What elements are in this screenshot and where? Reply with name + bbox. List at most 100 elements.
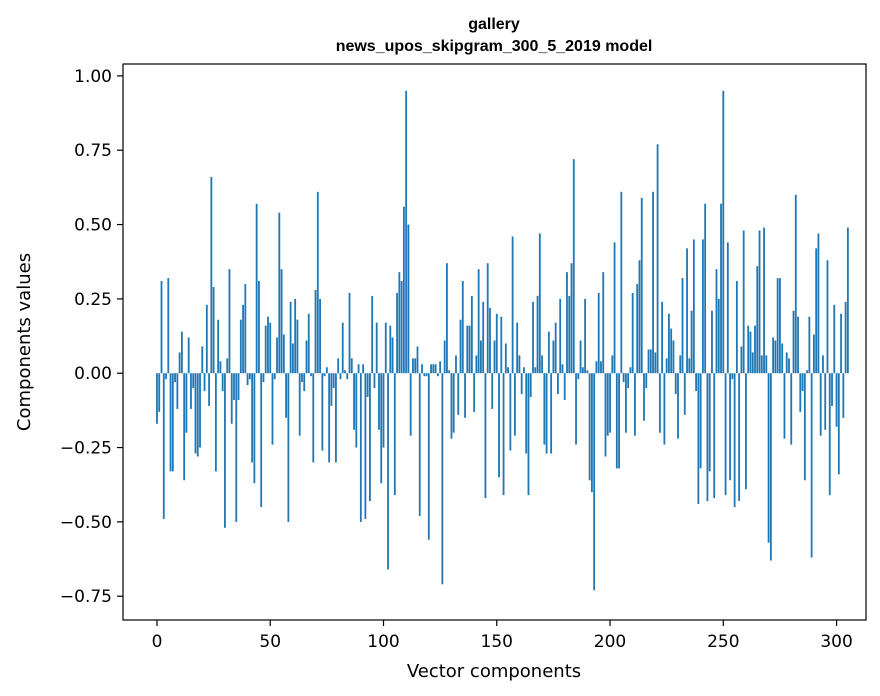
bar — [545, 373, 548, 454]
bar — [432, 364, 435, 374]
bar — [615, 373, 618, 469]
bar — [754, 325, 756, 374]
bar — [520, 373, 523, 395]
bar — [171, 373, 174, 472]
bar — [452, 373, 455, 433]
bar — [439, 361, 442, 374]
bar — [774, 340, 777, 374]
bar — [244, 284, 247, 374]
bar — [387, 373, 389, 570]
bar — [271, 373, 274, 445]
bar — [178, 352, 181, 374]
bar — [790, 373, 793, 445]
bar — [844, 301, 847, 374]
bar — [264, 325, 267, 374]
bar — [391, 337, 394, 374]
x-axis-ticks: 0 50 100 150 200 250 300 — [152, 620, 853, 652]
bar — [735, 281, 738, 374]
bar — [237, 373, 240, 400]
bar — [695, 373, 698, 392]
bar — [643, 373, 645, 421]
bar — [647, 349, 650, 374]
bar — [357, 364, 360, 374]
bar — [557, 373, 559, 395]
bar — [461, 281, 464, 374]
bar — [475, 355, 478, 374]
bar — [305, 340, 308, 374]
bar — [525, 373, 528, 454]
bar — [799, 373, 802, 412]
bar — [507, 367, 509, 374]
bar — [797, 316, 799, 374]
bar — [606, 373, 609, 436]
bar — [192, 373, 195, 389]
bar — [792, 310, 795, 374]
bar — [373, 373, 376, 389]
bar — [242, 304, 244, 374]
bar — [747, 325, 750, 374]
bar — [348, 292, 351, 374]
bar — [776, 278, 779, 374]
bar — [803, 373, 806, 481]
bar — [613, 242, 616, 374]
bar — [751, 352, 754, 374]
bar — [464, 373, 466, 418]
bar — [563, 373, 566, 400]
bar — [337, 358, 340, 374]
bar — [425, 373, 428, 377]
bar — [726, 242, 729, 374]
bar — [783, 373, 786, 439]
bar — [835, 373, 838, 427]
bar — [353, 373, 355, 430]
bar — [369, 373, 371, 502]
bar — [160, 281, 163, 374]
bar — [436, 373, 439, 377]
bar — [366, 373, 369, 398]
bar — [702, 239, 704, 374]
bar — [794, 194, 797, 374]
bar — [729, 373, 731, 481]
bar — [217, 319, 220, 374]
bar — [538, 233, 541, 374]
bar — [174, 373, 176, 383]
bar — [810, 373, 813, 558]
bar — [280, 269, 283, 374]
bar — [649, 349, 652, 374]
bar — [692, 239, 695, 374]
bar — [180, 331, 183, 374]
bar — [287, 373, 290, 522]
bar — [190, 373, 192, 409]
bar — [350, 358, 353, 374]
bar — [532, 301, 534, 374]
bar — [314, 289, 317, 374]
bar — [396, 292, 398, 374]
bar — [812, 334, 815, 374]
plot-area-frame — [122, 63, 867, 621]
y-tick-label: −0.25 — [60, 439, 112, 459]
chart-title-line-2: news_upos_skipgram_300_5_2019 model — [336, 38, 653, 55]
bar — [760, 355, 763, 374]
bar — [756, 266, 759, 374]
bar — [819, 373, 822, 436]
bar — [248, 373, 251, 380]
x-tick-label: 50 — [259, 632, 281, 652]
bar — [416, 346, 419, 374]
bar — [423, 373, 426, 377]
bar — [672, 340, 675, 374]
bar — [824, 373, 827, 430]
bar — [194, 373, 197, 454]
bar — [335, 373, 337, 463]
x-tick-label: 0 — [152, 632, 163, 652]
bar — [402, 206, 405, 374]
bar — [566, 272, 568, 374]
bar — [267, 316, 269, 374]
x-tick-label: 150 — [481, 632, 513, 652]
bar — [219, 361, 222, 374]
bar — [654, 352, 657, 374]
bar — [325, 367, 328, 374]
bar — [477, 269, 480, 374]
bar — [627, 373, 630, 389]
bar — [665, 358, 668, 374]
bar — [233, 373, 235, 400]
